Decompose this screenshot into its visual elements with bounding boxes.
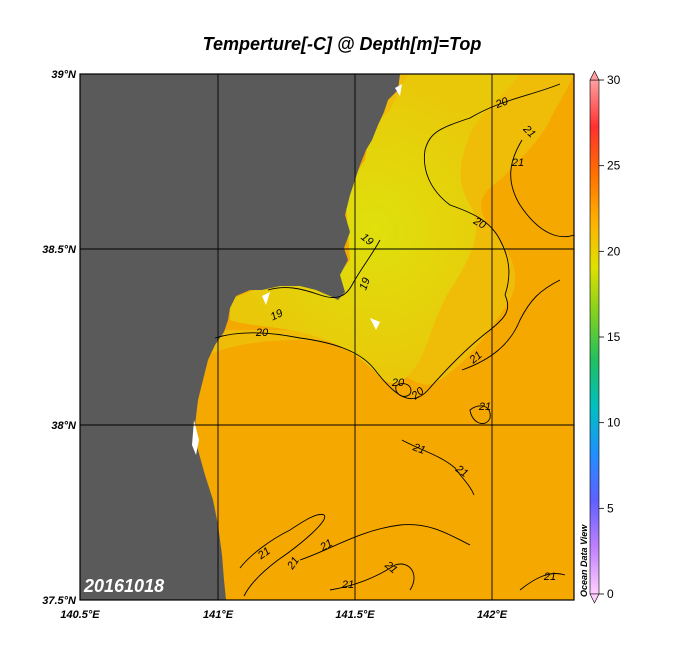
isotherm-21-south [329, 563, 415, 591]
map-title: Temperture[-C] @ Depth[m]=Top [202, 34, 482, 54]
colorbar-gradient [589, 79, 600, 595]
lon-tick-label: 141.5°E [335, 609, 375, 621]
contour-label: 21 [410, 441, 427, 457]
colorbar: 30 25 20 15 10 5 0 [589, 70, 621, 604]
isotherm-contours [214, 83, 574, 597]
isotherm-21-southeast [519, 573, 566, 591]
contour-label: 20 [255, 327, 269, 339]
isotherm-21-band [401, 439, 475, 496]
contour-label: 21 [341, 579, 354, 591]
isotherm-21-eddy [469, 405, 491, 424]
contour-label: 19 [269, 307, 285, 323]
colorbar-tick-label: 10 [607, 416, 621, 430]
colorbar-tick-label: 30 [607, 73, 621, 87]
contour-label: 21 [511, 157, 524, 169]
plot-frame [79, 73, 575, 601]
lat-tick-label: 38°N [51, 420, 77, 432]
isotherm-21-south-west [239, 513, 326, 597]
isotherm-21-east [510, 139, 574, 238]
contour-label: 21 [317, 537, 334, 554]
colorbar-tick-labels: 30 25 20 15 10 5 0 [599, 73, 621, 601]
lon-tick-label: 140.5°E [60, 609, 100, 621]
land-mass [80, 74, 400, 600]
colorbar-tick-label: 0 [607, 587, 614, 601]
colorbar-tick-label: 25 [607, 159, 621, 173]
colorbar-bottom-arrow [589, 593, 600, 604]
lon-tick-label: 141°E [203, 609, 234, 621]
lat-tick-label: 37.5°N [42, 595, 77, 607]
colorbar-top-arrow [589, 70, 600, 81]
lat-tick-label: 39°N [51, 69, 77, 81]
isotherm-20-eddy [395, 383, 412, 397]
colorbar-tick-label: 20 [607, 244, 621, 258]
colorbar-tick-label: 15 [607, 330, 621, 344]
date-stamp: 20161018 [83, 576, 164, 596]
colorbar-tick-label: 5 [607, 501, 614, 515]
watermark-text: Ocean Data View [579, 524, 589, 597]
isotherm-20-north [423, 83, 561, 296]
isotherm-20-south [214, 294, 509, 400]
contour-label: 21 [543, 571, 556, 583]
isotherm-21-south-mid [299, 524, 471, 561]
lat-lon-grid [80, 74, 574, 600]
contour-label: 19 [357, 276, 372, 292]
lon-tick-label: 142°E [477, 609, 508, 621]
isotherm-21-mid [461, 279, 561, 371]
contour-label: 20 [493, 95, 510, 111]
longitude-tick-labels: 140.5°E 141°E 141.5°E 142°E [60, 609, 507, 621]
latitude-tick-labels: 39°N 38.5°N 38°N 37.5°N [42, 69, 77, 607]
ocean-cool-region [230, 74, 520, 383]
contour-label: 20 [391, 377, 405, 389]
lat-tick-label: 38.5°N [42, 244, 77, 256]
contour-label: 21 [478, 401, 491, 413]
isotherm-19 [267, 239, 381, 298]
